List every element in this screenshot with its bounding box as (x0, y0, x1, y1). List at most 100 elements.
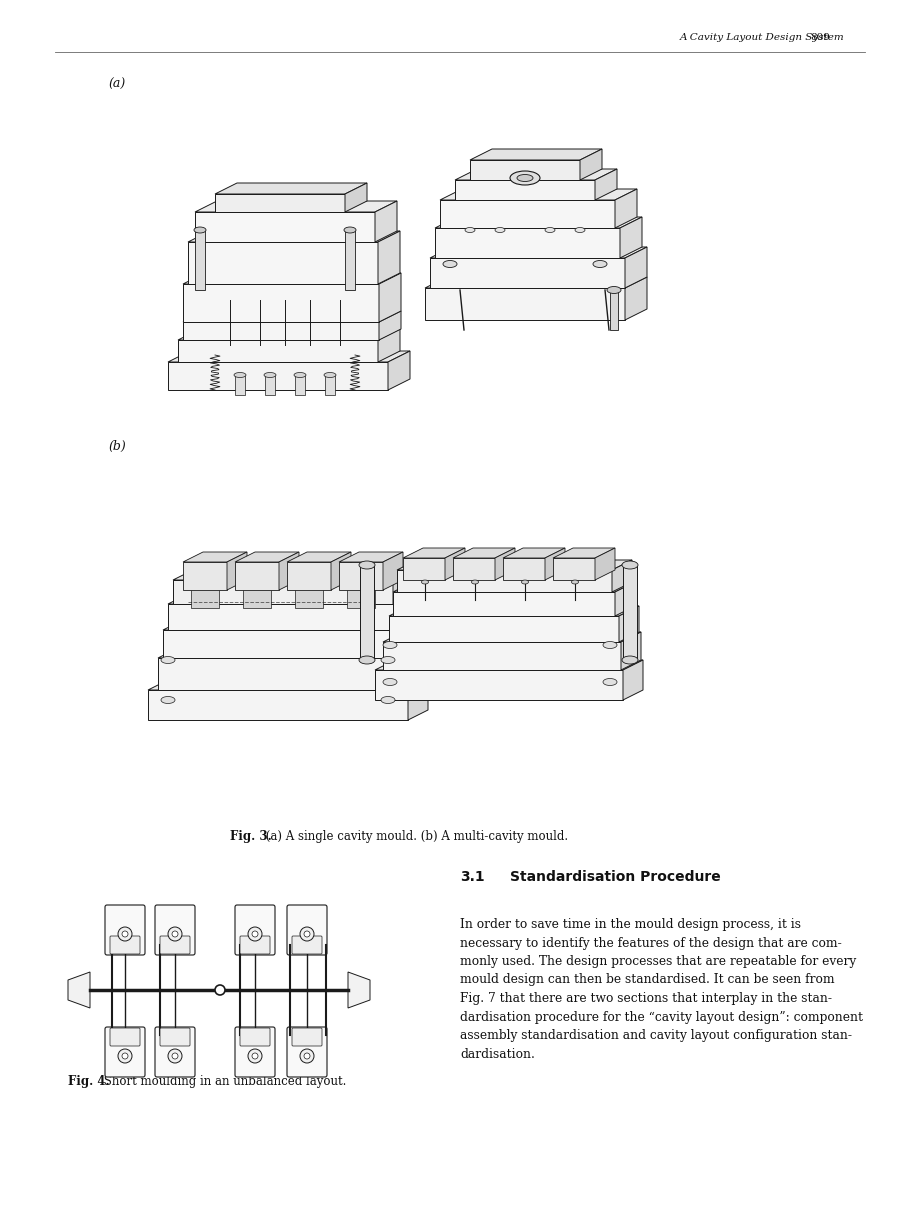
FancyBboxPatch shape (154, 1028, 195, 1077)
Polygon shape (158, 648, 425, 658)
Polygon shape (425, 288, 624, 320)
Polygon shape (215, 183, 367, 194)
Ellipse shape (521, 580, 528, 584)
Ellipse shape (509, 171, 539, 185)
Polygon shape (287, 552, 351, 562)
Polygon shape (400, 595, 420, 630)
Polygon shape (405, 648, 425, 690)
Polygon shape (579, 150, 601, 180)
Text: Standardisation Procedure: Standardisation Procedure (509, 870, 720, 884)
Polygon shape (455, 180, 595, 200)
Polygon shape (403, 620, 423, 658)
Polygon shape (187, 242, 378, 283)
Ellipse shape (233, 373, 245, 377)
Bar (359, 564, 374, 660)
Polygon shape (195, 212, 375, 242)
Polygon shape (439, 189, 636, 200)
Polygon shape (425, 277, 646, 288)
Polygon shape (620, 632, 641, 671)
Text: 809: 809 (809, 33, 829, 42)
Polygon shape (445, 548, 464, 580)
Ellipse shape (118, 1049, 131, 1062)
Ellipse shape (358, 561, 375, 569)
Ellipse shape (382, 679, 397, 685)
Polygon shape (503, 558, 544, 580)
Polygon shape (278, 552, 299, 590)
Text: necessary to identify the features of the design that are com-: necessary to identify the features of th… (460, 937, 841, 949)
Polygon shape (173, 570, 413, 580)
FancyBboxPatch shape (291, 936, 322, 954)
Text: (a) A single cavity mould. (b) A multi-cavity mould.: (a) A single cavity mould. (b) A multi-c… (262, 830, 568, 843)
FancyBboxPatch shape (287, 1028, 326, 1077)
Polygon shape (552, 548, 614, 558)
Text: In order to save time in the mould design process, it is: In order to save time in the mould desig… (460, 918, 800, 931)
Ellipse shape (264, 373, 276, 377)
Polygon shape (392, 582, 634, 592)
Ellipse shape (118, 927, 131, 941)
Polygon shape (619, 217, 641, 258)
Ellipse shape (248, 1049, 262, 1062)
FancyBboxPatch shape (154, 904, 195, 955)
Ellipse shape (421, 580, 428, 584)
Polygon shape (407, 680, 427, 720)
Polygon shape (624, 247, 646, 288)
Ellipse shape (593, 260, 607, 268)
Polygon shape (183, 283, 379, 322)
Polygon shape (379, 273, 401, 322)
Polygon shape (345, 183, 367, 212)
Ellipse shape (516, 175, 532, 181)
Text: assembly standardisation and cavity layout configuration stan-: assembly standardisation and cavity layo… (460, 1029, 851, 1042)
Ellipse shape (574, 228, 584, 233)
Polygon shape (378, 232, 400, 283)
Polygon shape (595, 169, 617, 200)
Ellipse shape (382, 642, 397, 649)
Polygon shape (168, 595, 420, 604)
Text: mould design can then be standardised. It can be seen from: mould design can then be standardised. I… (460, 973, 834, 987)
Polygon shape (183, 311, 401, 322)
Ellipse shape (443, 260, 457, 268)
Ellipse shape (122, 1053, 128, 1059)
Ellipse shape (252, 1053, 257, 1059)
Ellipse shape (621, 561, 637, 569)
Text: 3.1: 3.1 (460, 870, 484, 884)
Ellipse shape (380, 656, 394, 663)
Polygon shape (503, 548, 564, 558)
Polygon shape (439, 200, 614, 228)
Ellipse shape (494, 228, 505, 233)
FancyBboxPatch shape (291, 1028, 322, 1046)
Polygon shape (68, 972, 90, 1008)
Polygon shape (455, 169, 617, 180)
Ellipse shape (300, 927, 313, 941)
Polygon shape (614, 189, 636, 228)
FancyBboxPatch shape (160, 936, 190, 954)
Polygon shape (388, 351, 410, 390)
Text: Short moulding in an unbalanced layout.: Short moulding in an unbalanced layout. (100, 1075, 346, 1088)
FancyBboxPatch shape (240, 936, 269, 954)
Polygon shape (389, 616, 618, 642)
Polygon shape (234, 552, 299, 562)
Polygon shape (183, 562, 227, 590)
Bar (191, 590, 219, 608)
Polygon shape (183, 273, 401, 283)
Ellipse shape (172, 1053, 177, 1059)
Text: Fig. 3.: Fig. 3. (230, 830, 271, 843)
Polygon shape (215, 194, 345, 212)
Polygon shape (195, 201, 397, 212)
Ellipse shape (607, 287, 620, 293)
Polygon shape (338, 562, 382, 590)
FancyBboxPatch shape (234, 1028, 275, 1077)
Polygon shape (618, 605, 639, 642)
Bar (622, 564, 636, 660)
Ellipse shape (122, 931, 128, 937)
Polygon shape (287, 562, 331, 590)
Ellipse shape (380, 697, 394, 703)
Polygon shape (163, 620, 423, 630)
Bar (234, 375, 244, 396)
Ellipse shape (172, 931, 177, 937)
Polygon shape (403, 558, 445, 580)
Polygon shape (338, 552, 403, 562)
Text: A Cavity Layout Design System: A Cavity Layout Design System (679, 33, 844, 42)
Polygon shape (397, 560, 631, 570)
Ellipse shape (194, 227, 206, 233)
Ellipse shape (602, 679, 617, 685)
